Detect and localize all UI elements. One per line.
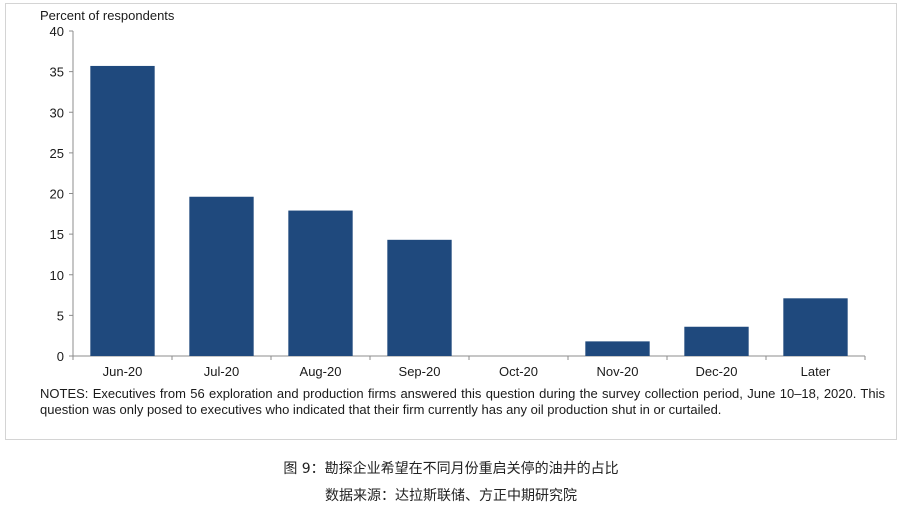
bar-aug-20 (288, 210, 353, 356)
y-tick-label: 20 (50, 187, 64, 202)
chart-notes: NOTES: Executives from 56 exploration an… (40, 386, 885, 417)
x-tick-label: Nov-20 (597, 364, 639, 379)
figure-source: 数据来源：达拉斯联储、方正中期研究院 (325, 488, 577, 504)
bar-chart: 0 5 10 15 20 25 30 35 40 Jun-20 Jul-20 Aug-20 Sep-20… (50, 24, 866, 379)
x-tick-label: Jun-20 (103, 364, 143, 379)
figure-caption: 图 9：勘探企业希望在不同月份重启关停的油井的占比 (283, 461, 619, 477)
y-axis-label: Percent of respondents (40, 8, 175, 23)
x-tick-label: Oct-20 (499, 364, 538, 379)
bar-sep-20 (387, 239, 452, 356)
bar-jun-20 (90, 65, 155, 356)
bar-nov-20 (585, 341, 650, 356)
y-tick-label: 15 (50, 227, 64, 242)
y-tick-label: 35 (50, 65, 64, 80)
y-tick-label: 5 (57, 308, 64, 323)
y-tick-label: 10 (50, 268, 64, 283)
x-tick-label: Dec-20 (696, 364, 738, 379)
x-tick-label: Aug-20 (300, 364, 342, 379)
bar-dec-20 (684, 326, 749, 356)
y-tick-label: 25 (50, 146, 64, 161)
bar-later (783, 298, 848, 356)
y-tick-label: 0 (57, 349, 64, 364)
bar-jul-20 (189, 196, 254, 356)
y-tick-label: 40 (50, 24, 64, 39)
y-tick-label: 30 (50, 105, 64, 120)
x-tick-label: Later (801, 364, 831, 379)
x-tick-label: Jul-20 (204, 364, 239, 379)
x-tick-label: Sep-20 (399, 364, 441, 379)
